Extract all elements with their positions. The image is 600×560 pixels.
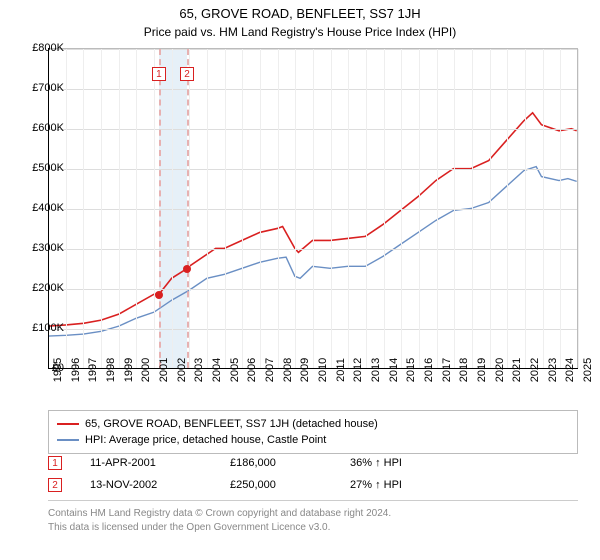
sales-index: 2 bbox=[48, 478, 62, 492]
x-tick-label: 1997 bbox=[87, 358, 99, 382]
x-tick-label: 2019 bbox=[476, 358, 488, 382]
price-chart: 12 bbox=[48, 48, 578, 368]
x-tick-label: 1999 bbox=[123, 358, 135, 382]
sales-date: 13-NOV-2002 bbox=[90, 479, 230, 491]
x-tick-label: 1995 bbox=[52, 358, 64, 382]
y-tick-label: £600K bbox=[20, 122, 64, 134]
footer-line-1: Contains HM Land Registry data © Crown c… bbox=[48, 507, 578, 521]
x-tick-label: 2017 bbox=[441, 358, 453, 382]
x-tick-label: 1998 bbox=[105, 358, 117, 382]
event-line bbox=[187, 49, 189, 368]
legend-row: 65, GROVE ROAD, BENFLEET, SS7 1JH (detac… bbox=[57, 416, 569, 432]
x-tick-label: 1996 bbox=[70, 358, 82, 382]
x-tick-label: 2008 bbox=[282, 358, 294, 382]
x-tick-label: 2014 bbox=[388, 358, 400, 382]
x-tick-label: 2001 bbox=[158, 358, 170, 382]
event-marker bbox=[183, 265, 191, 273]
legend-swatch bbox=[57, 423, 79, 425]
x-tick-label: 2009 bbox=[299, 358, 311, 382]
sales-price: £186,000 bbox=[230, 457, 350, 469]
y-tick-label: £500K bbox=[20, 162, 64, 174]
event-line bbox=[159, 49, 161, 368]
legend-swatch bbox=[57, 439, 79, 441]
x-tick-label: 2007 bbox=[264, 358, 276, 382]
x-tick-label: 2012 bbox=[352, 358, 364, 382]
y-tick-label: £300K bbox=[20, 242, 64, 254]
y-tick-label: £100K bbox=[20, 322, 64, 334]
x-tick-label: 2011 bbox=[335, 358, 347, 382]
x-tick-label: 2013 bbox=[370, 358, 382, 382]
y-tick-label: £200K bbox=[20, 282, 64, 294]
footer-line-2: This data is licensed under the Open Gov… bbox=[48, 521, 578, 535]
x-tick-label: 2004 bbox=[211, 358, 223, 382]
legend-row: HPI: Average price, detached house, Cast… bbox=[57, 432, 569, 448]
x-tick-label: 2015 bbox=[405, 358, 417, 382]
x-tick-label: 2010 bbox=[317, 358, 329, 382]
legend-label: HPI: Average price, detached house, Cast… bbox=[85, 434, 326, 446]
x-tick-label: 2003 bbox=[193, 358, 205, 382]
y-tick-label: £400K bbox=[20, 202, 64, 214]
sales-row: 1 11-APR-2001£186,00036% ↑ HPI bbox=[48, 452, 578, 474]
x-tick-label: 2000 bbox=[140, 358, 152, 382]
sales-index: 1 bbox=[48, 456, 62, 470]
x-tick-label: 2022 bbox=[529, 358, 541, 382]
sales-row: 2 13-NOV-2002£250,00027% ↑ HPI bbox=[48, 474, 578, 496]
legend-label: 65, GROVE ROAD, BENFLEET, SS7 1JH (detac… bbox=[85, 418, 378, 430]
page-subtitle: Price paid vs. HM Land Registry's House … bbox=[0, 21, 600, 39]
x-tick-label: 2016 bbox=[423, 358, 435, 382]
sales-table: 1 11-APR-2001£186,00036% ↑ HPI 2 13-NOV-200… bbox=[48, 452, 578, 496]
x-tick-label: 2006 bbox=[246, 358, 258, 382]
x-tick-label: 2025 bbox=[582, 358, 594, 382]
sales-diff: 27% ↑ HPI bbox=[350, 479, 450, 491]
sales-price: £250,000 bbox=[230, 479, 350, 491]
x-tick-label: 2002 bbox=[176, 358, 188, 382]
x-tick-label: 2024 bbox=[564, 358, 576, 382]
x-tick-label: 2005 bbox=[229, 358, 241, 382]
event-label: 1 bbox=[152, 67, 166, 81]
x-tick-label: 2023 bbox=[547, 358, 559, 382]
y-tick-label: £800K bbox=[20, 42, 64, 54]
event-label: 2 bbox=[180, 67, 194, 81]
event-marker bbox=[155, 291, 163, 299]
x-tick-label: 2020 bbox=[494, 358, 506, 382]
sales-diff: 36% ↑ HPI bbox=[350, 457, 450, 469]
footer: Contains HM Land Registry data © Crown c… bbox=[48, 500, 578, 534]
legend: 65, GROVE ROAD, BENFLEET, SS7 1JH (detac… bbox=[48, 410, 578, 454]
page-title: 65, GROVE ROAD, BENFLEET, SS7 1JH bbox=[0, 0, 600, 21]
sales-date: 11-APR-2001 bbox=[90, 457, 230, 469]
x-tick-label: 2018 bbox=[458, 358, 470, 382]
y-tick-label: £700K bbox=[20, 82, 64, 94]
x-tick-label: 2021 bbox=[511, 358, 523, 382]
